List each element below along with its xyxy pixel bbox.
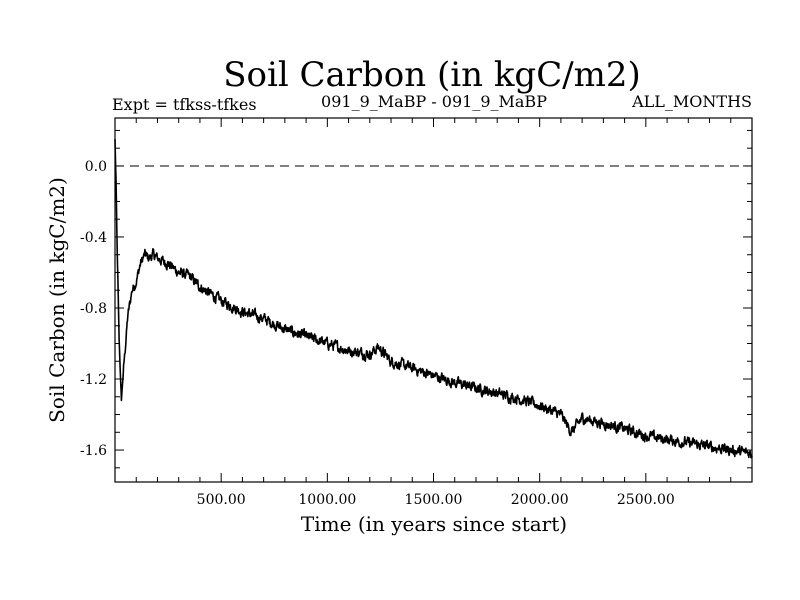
series-line (114, 138, 753, 459)
subtitle-right: ALL_MONTHS (631, 92, 752, 111)
x-axis-label: Time (in years since start) (301, 512, 567, 536)
y-tick-label: 0.0 (85, 159, 107, 175)
y-tick-label: -0.8 (80, 301, 107, 317)
plot-frame (114, 117, 753, 483)
x-tick-label: 500.00 (197, 492, 246, 508)
x-tick-label: 1000.00 (298, 492, 356, 508)
subtitle-center: 091_9_MaBP - 091_9_MaBP (321, 92, 547, 111)
x-tick-label: 2500.00 (617, 492, 675, 508)
y-tick-label: -0.4 (80, 230, 107, 246)
chart-title: Soil Carbon (in kgC/m2) (223, 55, 641, 95)
x-tick-label: 2000.00 (511, 492, 569, 508)
y-axis-label: Soil Carbon (in kgC/m2) (45, 177, 69, 423)
y-tick-label: -1.2 (80, 372, 107, 388)
subtitle-left: Expt = tfkss-tfkes (112, 95, 257, 114)
y-tick-label: -1.6 (80, 443, 107, 459)
plot-area: 500.00 1000.00 1500.00 2000.00 2500.00 0.0 -0.… (80, 117, 753, 508)
x-tick-label: 1500.00 (405, 492, 463, 508)
